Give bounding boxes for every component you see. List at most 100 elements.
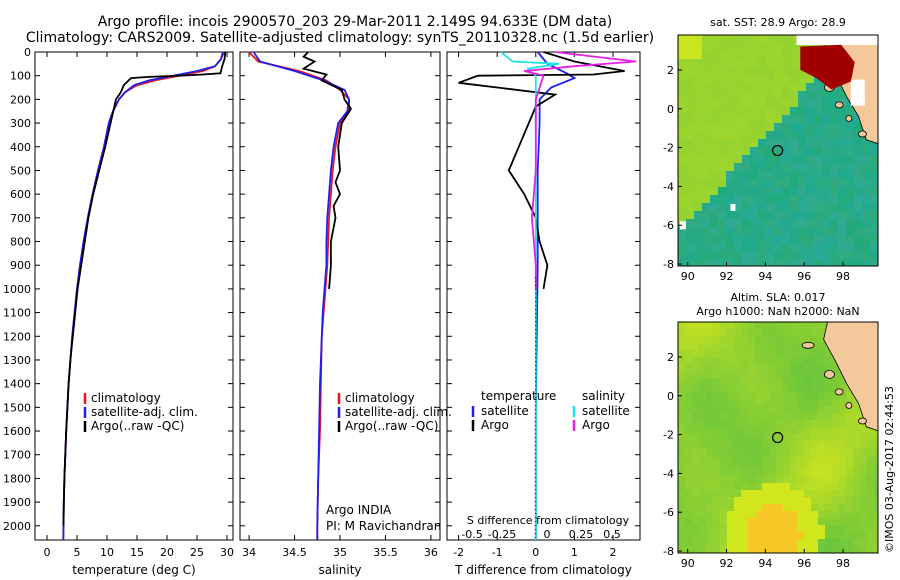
map-cell bbox=[769, 392, 777, 400]
map-cell bbox=[830, 163, 839, 172]
map-cell bbox=[804, 371, 812, 379]
map-cell bbox=[776, 497, 784, 505]
map-cell bbox=[750, 163, 759, 172]
map-cell bbox=[694, 51, 703, 60]
map-cell bbox=[694, 67, 703, 76]
map-cell bbox=[822, 195, 831, 204]
map-cell bbox=[814, 155, 823, 164]
map-cell bbox=[678, 243, 687, 252]
map-cell bbox=[822, 155, 831, 164]
map-cell bbox=[758, 123, 767, 132]
map-cell bbox=[762, 476, 770, 484]
y-tick-label: 100 bbox=[10, 70, 31, 83]
map-cell bbox=[755, 343, 763, 351]
map-cell bbox=[825, 427, 833, 435]
series-line-black bbox=[458, 51, 625, 290]
map-cell bbox=[758, 155, 767, 164]
map-cell bbox=[686, 163, 695, 172]
map-cell bbox=[734, 357, 742, 365]
map-cell bbox=[686, 139, 695, 148]
map-cell bbox=[830, 99, 839, 108]
map-cell bbox=[692, 364, 700, 372]
map-cell bbox=[853, 483, 861, 491]
map-cell bbox=[804, 518, 812, 526]
map-cell bbox=[692, 455, 700, 463]
map-cell bbox=[818, 399, 826, 407]
map-cell bbox=[774, 179, 783, 188]
map-cell bbox=[825, 364, 833, 372]
map-cell bbox=[860, 497, 868, 505]
map-cell bbox=[734, 235, 743, 244]
map-cell bbox=[846, 163, 855, 172]
map-cell bbox=[766, 83, 775, 92]
map-cell bbox=[718, 131, 727, 140]
map-cell bbox=[678, 525, 686, 533]
map-cell bbox=[748, 504, 756, 512]
map-cell bbox=[748, 420, 756, 428]
map-cell bbox=[774, 187, 783, 196]
land-island bbox=[845, 115, 853, 122]
map-cell bbox=[874, 504, 878, 512]
map-cell bbox=[766, 59, 775, 68]
map-cell bbox=[685, 476, 693, 484]
map-cell bbox=[706, 385, 714, 393]
map-cell bbox=[678, 427, 686, 435]
map-cell bbox=[811, 448, 819, 456]
map-cell bbox=[776, 525, 784, 533]
map-cell bbox=[706, 378, 714, 386]
map-cell bbox=[741, 483, 749, 491]
map-cell bbox=[734, 364, 742, 372]
land-island bbox=[845, 402, 853, 409]
map-cell bbox=[706, 392, 714, 400]
map-cell bbox=[766, 75, 775, 84]
map-cell bbox=[741, 434, 749, 442]
map-cell bbox=[774, 195, 783, 204]
map-cell bbox=[762, 364, 770, 372]
map-cell bbox=[804, 364, 812, 372]
x-axis-label: salinity bbox=[318, 563, 361, 577]
map-cell bbox=[702, 147, 711, 156]
map-cell bbox=[790, 336, 798, 344]
map-cell bbox=[797, 406, 805, 414]
map-cell bbox=[678, 35, 687, 44]
map-cell bbox=[678, 123, 687, 132]
map-cell bbox=[846, 490, 854, 498]
map-cell bbox=[726, 235, 735, 244]
map-cell bbox=[720, 546, 728, 553]
map-cell bbox=[870, 235, 878, 244]
map-cell bbox=[720, 336, 728, 344]
imos-footer: ©IMOS 03-Aug-2017 02:44:53 bbox=[883, 386, 896, 553]
map-cell bbox=[782, 107, 791, 116]
map-cell bbox=[776, 385, 784, 393]
map-cell bbox=[734, 163, 743, 172]
map-cell bbox=[830, 227, 839, 236]
map-cell bbox=[853, 497, 861, 505]
map-cell bbox=[874, 469, 878, 477]
map-cell bbox=[699, 504, 707, 512]
map-cell bbox=[748, 343, 756, 351]
map-cell bbox=[742, 91, 751, 100]
map-cell bbox=[790, 123, 799, 132]
map-cell bbox=[766, 51, 775, 60]
map-cell bbox=[726, 99, 735, 108]
map-cell bbox=[678, 490, 686, 498]
map-cell bbox=[782, 259, 791, 266]
map-cell bbox=[699, 441, 707, 449]
map-cell bbox=[832, 539, 840, 547]
map-cell bbox=[867, 476, 875, 484]
map-cell bbox=[750, 155, 759, 164]
map-cell bbox=[748, 434, 756, 442]
map-cell bbox=[832, 434, 840, 442]
map-cell bbox=[769, 490, 777, 498]
map-cell bbox=[713, 532, 721, 540]
map-cell bbox=[838, 235, 847, 244]
map-cell bbox=[797, 532, 805, 540]
map-cell bbox=[692, 371, 700, 379]
map-cell bbox=[853, 427, 861, 435]
map-x-tick-label: 98 bbox=[836, 557, 850, 570]
map-cell bbox=[870, 203, 878, 212]
map-cell bbox=[825, 385, 833, 393]
map-cell bbox=[769, 427, 777, 435]
map-cell bbox=[790, 187, 799, 196]
map-cell bbox=[685, 525, 693, 533]
